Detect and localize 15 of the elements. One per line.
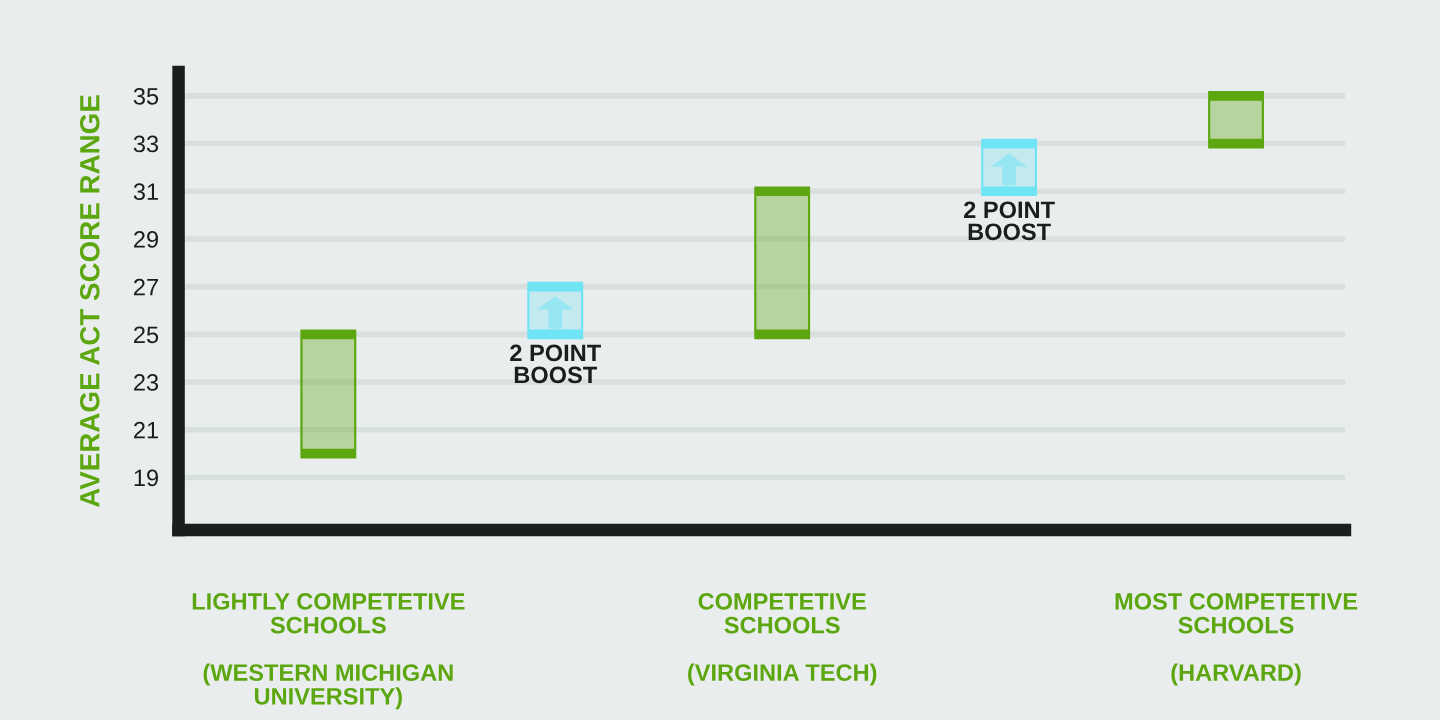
- y-tick-label: 31: [133, 183, 158, 201]
- y-tick-label: 19: [134, 469, 158, 487]
- y-tick-label: 23: [134, 374, 159, 391]
- y-tick-label: 35: [133, 87, 159, 105]
- category-label: MOST COMPETETIVE SCHOOLS (HARVARD): [1115, 593, 1358, 686]
- category-label: LIGHTLY COMPETETIVE SCHOOLS (WESTERN MICHIGAN UNIVERSITY): [192, 593, 465, 710]
- y-tick-label: 33: [133, 135, 159, 153]
- y-tick-label: 25: [134, 326, 159, 344]
- data-label: 2 POINT BOOST: [510, 344, 601, 384]
- data-label: 2 POINT BOOST: [964, 201, 1055, 241]
- y-axis-title: AVERAGE ACT SCORE RANGE: [79, 95, 100, 508]
- category-label: COMPETETIVE SCHOOLS (VIRGINIA TECH): [688, 593, 877, 686]
- y-tick-label: 29: [134, 231, 158, 248]
- y-tick-label: 21: [134, 421, 158, 439]
- y-tick-label: 27: [134, 278, 158, 296]
